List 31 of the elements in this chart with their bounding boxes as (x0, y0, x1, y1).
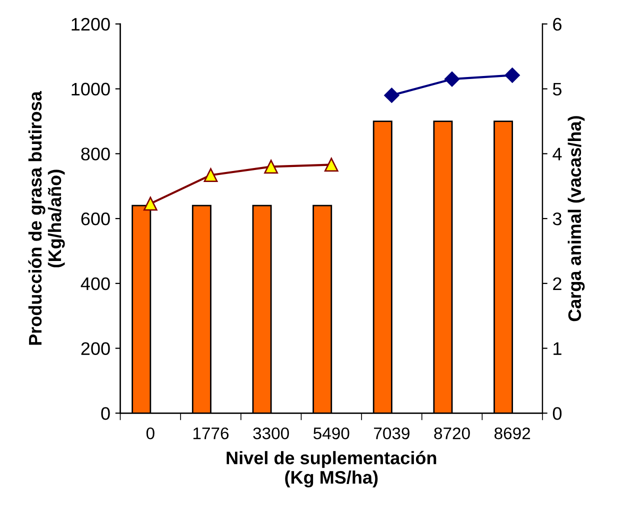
x-tick-label: 0 (146, 427, 154, 440)
x-axis-title: Nivel de suplementación (Kg MS/ha) (226, 450, 436, 488)
y-tick-label: 1200 (72, 18, 110, 31)
point (264, 160, 278, 174)
y-tick-label: 0 (101, 407, 110, 420)
y-tick-label: 1000 (72, 82, 110, 96)
point (504, 68, 520, 83)
y2-tick-label: 2 (553, 277, 562, 290)
x-tick-label: 8720 (434, 427, 470, 440)
point (204, 168, 218, 182)
y2-axis-title: Carga animal (vacas/ha) (568, 116, 585, 322)
x-tick-label: 1776 (193, 427, 229, 440)
point (143, 196, 158, 211)
y2-tick-label: 6 (553, 18, 562, 31)
x-tick-label: 8692 (494, 427, 530, 440)
x-tick-label: 5490 (314, 427, 350, 440)
y-axis-title: Producción de grasa butirosa (Kg/ha/año) (28, 91, 65, 345)
y-tick-label: 200 (81, 342, 110, 356)
point (384, 88, 400, 103)
y2-tick-label: 1 (554, 342, 562, 355)
y-tick-label: 800 (81, 148, 110, 160)
y-tick-label: 600 (81, 212, 110, 226)
x-tick-label: 7039 (374, 427, 410, 440)
point (324, 158, 338, 172)
point (444, 72, 460, 87)
y2-tick-label: 0 (552, 407, 562, 420)
y-tick-label: 400 (80, 277, 110, 290)
x-tick-label: 3300 (253, 427, 289, 440)
y2-tick-label: 3 (552, 212, 562, 226)
y2-tick-label: 5 (552, 82, 562, 96)
y2-tick-label: 4 (552, 148, 562, 160)
